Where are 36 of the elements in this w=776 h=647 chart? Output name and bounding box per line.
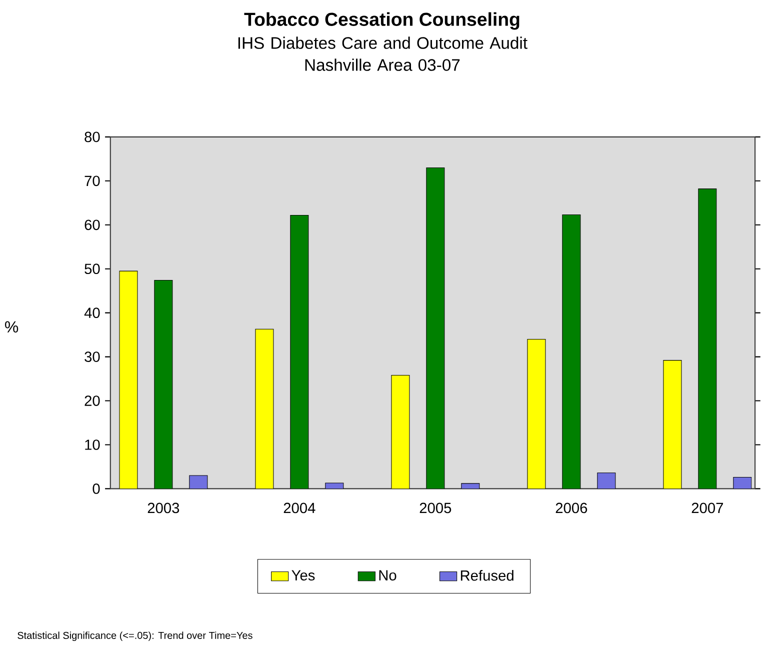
bar bbox=[325, 482, 344, 489]
y-tick-label: 40 bbox=[84, 308, 100, 318]
bar bbox=[154, 280, 173, 489]
y-tick-label: 0 bbox=[92, 484, 100, 494]
y-tick-label: 60 bbox=[84, 220, 100, 230]
bar bbox=[255, 329, 274, 489]
y-axis-title: % bbox=[5, 321, 18, 333]
x-tick-label: 2006 bbox=[556, 502, 588, 514]
x-tick-label: 2007 bbox=[692, 502, 723, 514]
text: Statistical Significance (<=.05): Trend over Time=Yes bbox=[18, 632, 252, 642]
bar bbox=[391, 375, 410, 489]
chart-subtitle: IHS Diabetes Care and Outcome Audit Nashville Area 03-07 bbox=[238, 36, 528, 72]
y-tick-label: 10 bbox=[85, 440, 100, 450]
bar bbox=[461, 483, 480, 489]
bar bbox=[189, 475, 208, 489]
bar bbox=[597, 472, 616, 489]
y-tick-label: 50 bbox=[84, 264, 100, 274]
bar bbox=[426, 168, 445, 489]
bar bbox=[290, 215, 309, 489]
bar bbox=[663, 360, 682, 489]
x-tick-label: 2004 bbox=[284, 502, 316, 514]
legend-label: No bbox=[379, 570, 396, 581]
y-tick-label: 80 bbox=[84, 132, 100, 142]
legend-label: Yes bbox=[292, 570, 315, 581]
bar bbox=[119, 270, 138, 489]
y-tick-label: 30 bbox=[84, 352, 100, 362]
chart-title: Tobacco Cessation Counseling bbox=[244, 12, 520, 30]
bar bbox=[562, 214, 581, 489]
y-tick-label: 70 bbox=[84, 176, 100, 186]
legend-label: Refused bbox=[460, 570, 514, 581]
bar bbox=[698, 188, 717, 489]
x-tick-label: 2005 bbox=[420, 502, 452, 514]
x-tick-label: 2003 bbox=[148, 502, 180, 514]
bar bbox=[527, 339, 546, 489]
bar bbox=[733, 477, 752, 489]
y-tick-label: 20 bbox=[84, 396, 100, 406]
